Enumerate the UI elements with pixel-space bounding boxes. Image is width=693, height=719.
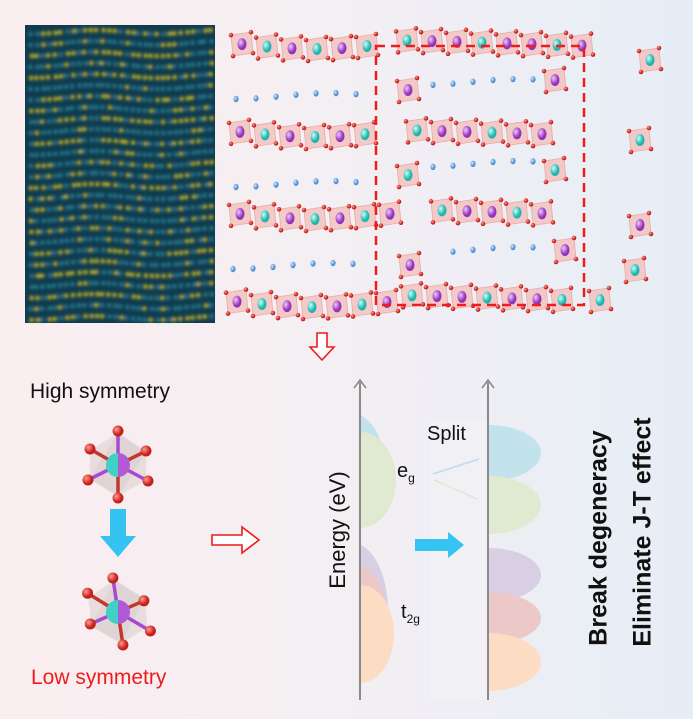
eliminate-jt-text: Eliminate J-T effect bbox=[629, 417, 658, 646]
t2g-sub: 2g bbox=[407, 612, 420, 626]
eg-band-lower bbox=[360, 432, 396, 528]
t2g-band-3 bbox=[360, 585, 394, 683]
down-blue-arrow-icon bbox=[100, 509, 136, 557]
low-symmetry-label: Low symmetry bbox=[31, 666, 166, 690]
energy-axis-label: Energy (eV) bbox=[325, 471, 351, 588]
eg-main: e bbox=[397, 460, 408, 482]
right-open-arrow-icon bbox=[212, 527, 259, 553]
eg-label: eg bbox=[397, 460, 415, 485]
energy-diagram-degenerate bbox=[354, 380, 396, 700]
crystal-structure bbox=[224, 26, 664, 321]
high-symmetry-label: High symmetry bbox=[30, 380, 170, 404]
split-label: Split bbox=[427, 423, 466, 446]
break-degeneracy-text: Break degeneracy bbox=[585, 430, 614, 645]
t2g-label: t2g bbox=[401, 601, 420, 626]
stem-microscopy-image bbox=[25, 25, 215, 323]
low-symmetry-octahedron bbox=[82, 573, 156, 651]
down-open-arrow-icon bbox=[310, 333, 334, 360]
high-symmetry-octahedron bbox=[83, 426, 154, 504]
eg-sub: g bbox=[408, 471, 415, 485]
